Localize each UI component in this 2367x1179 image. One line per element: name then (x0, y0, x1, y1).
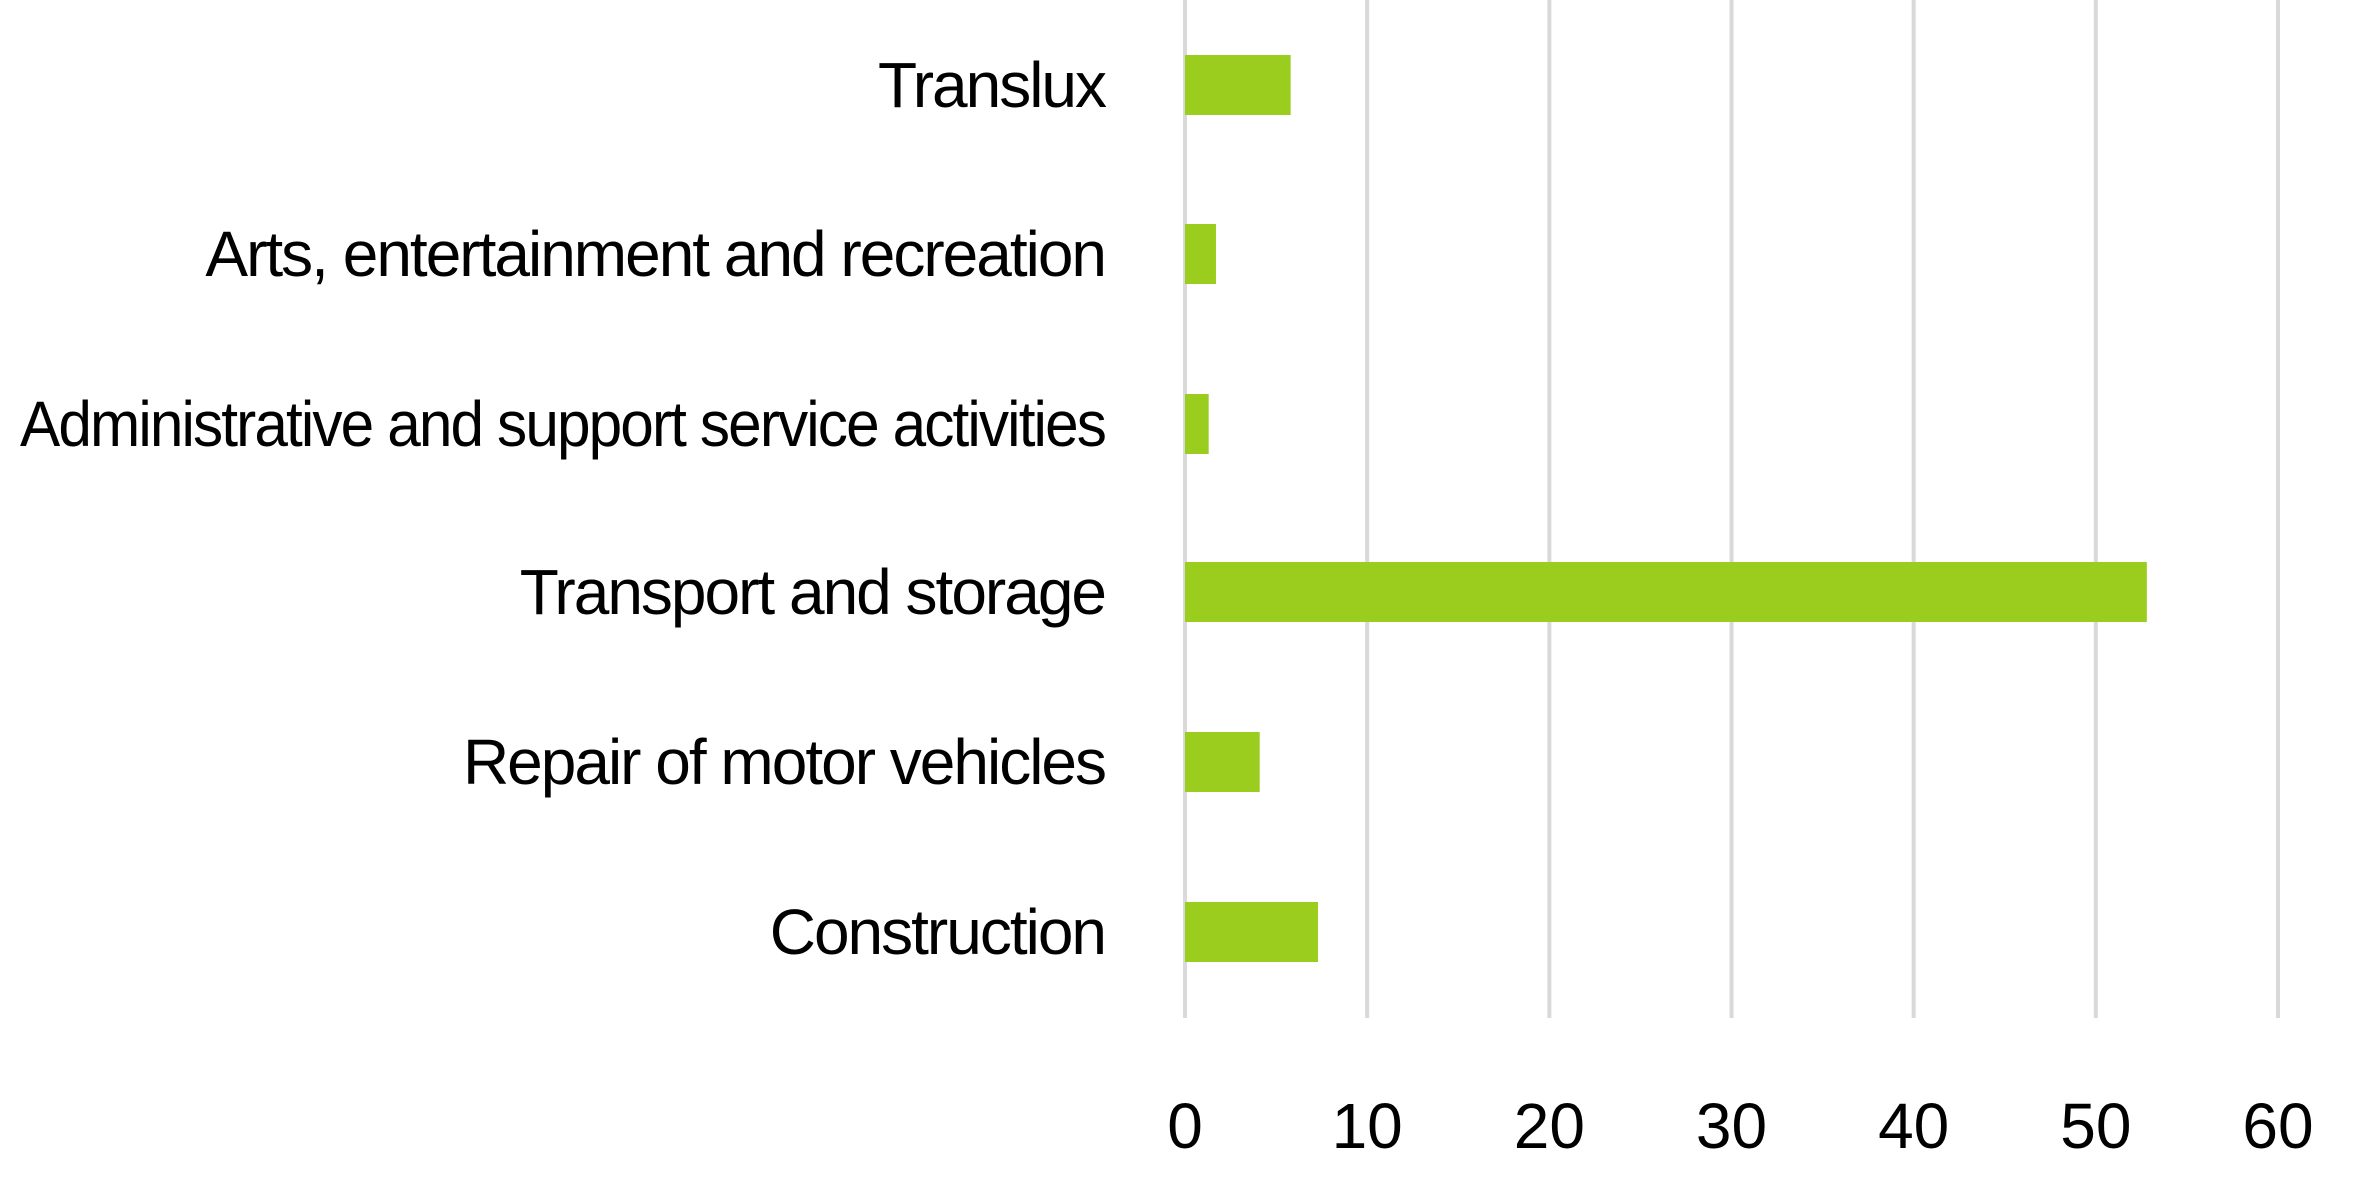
bar (1185, 732, 1260, 792)
bar (1185, 394, 1209, 454)
bar (1185, 224, 1216, 284)
x-axis-tick-labels: 0 10 20 30 40 50 60 (1167, 1090, 2313, 1162)
x-tick-label: 60 (2242, 1090, 2313, 1162)
x-tick-label: 50 (2060, 1090, 2131, 1162)
bar (1185, 902, 1318, 962)
x-tick-label: 40 (1878, 1090, 1949, 1162)
category-label: Administrative and support service activ… (20, 388, 1105, 460)
category-label: Translux (878, 49, 1107, 121)
bars (1185, 55, 2147, 962)
bar (1185, 55, 1291, 115)
x-tick-label: 10 (1332, 1090, 1403, 1162)
x-tick-label: 20 (1514, 1090, 1585, 1162)
category-label: Construction (770, 896, 1105, 968)
gridlines (1183, 0, 2280, 1018)
category-label: Transport and storage (520, 556, 1105, 628)
category-label: Arts, entertainment and recreation (205, 218, 1105, 290)
x-tick-label: 0 (1167, 1090, 1203, 1162)
category-labels: Translux Arts, entertainment and recreati… (20, 49, 1109, 968)
x-tick-label: 30 (1696, 1090, 1767, 1162)
bar (1185, 562, 2147, 622)
category-label: Repair of motor vehicles (463, 726, 1105, 798)
